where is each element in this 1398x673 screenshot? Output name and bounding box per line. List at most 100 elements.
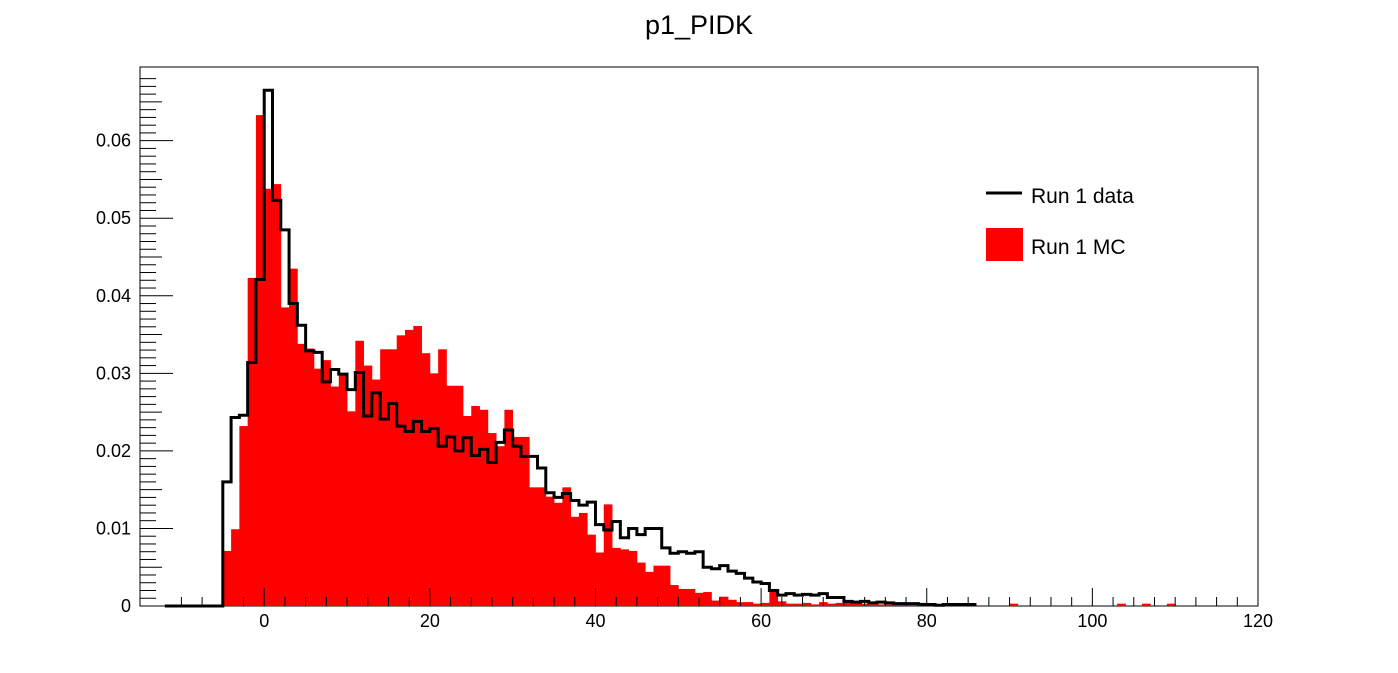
legend-mc-swatch [986,228,1023,261]
mc-bar [545,496,555,606]
x-tick-label: 60 [751,611,771,631]
mc-bar [752,603,762,606]
y-axis: 0 0.01 0.02 0.03 0.04 0.05 0.06 [96,78,173,616]
mc-bar [670,585,679,606]
mc-bar [785,603,795,606]
x-axis: 0 20 40 60 80 100 120 [180,588,1273,631]
mc-bar [347,411,356,606]
mc-bar [380,349,389,606]
mc-bar [421,353,431,606]
mc-bar [371,379,381,606]
mc-bar [338,373,348,606]
mc-bar [603,504,613,606]
mc-bar [769,590,779,606]
x-tick-label: 120 [1243,611,1273,631]
mc-bar [247,277,257,606]
mc-bar [1009,603,1019,606]
mc-bar [562,487,572,606]
mc-bar [446,385,456,606]
mc-bar [529,487,538,606]
mc-bar [727,599,737,606]
mc-bar [222,550,232,606]
mc-bar [454,385,464,606]
mc-bar [496,446,505,606]
y-tick-label: 0 [121,596,131,616]
legend-data-label: Run 1 data [1031,185,1134,208]
mc-bar [396,335,406,606]
mc-bar [827,603,837,606]
mc-bar [487,433,497,606]
mc-bar [405,329,414,606]
mc-bar [1117,603,1126,606]
data-histogram-step [164,88,977,608]
mc-bar [305,348,315,606]
mc-bar [330,386,340,606]
y-tick-label: 0.04 [96,286,131,306]
mc-bar [761,602,770,606]
mc-histogram-bars [222,115,1176,607]
mc-bar [322,360,331,606]
mc-bar [1166,603,1176,606]
mc-bar [587,534,596,606]
mc-bar [719,596,729,606]
data-step-line [164,88,977,608]
mc-bar [231,529,240,606]
mc-bar [264,188,273,606]
mc-bar [612,547,621,606]
mc-bar [744,602,754,606]
y-tick-label: 0.03 [96,363,131,383]
mc-bar [877,604,886,606]
legend-mc-label: Run 1 MC [1031,236,1126,259]
mc-bar [239,426,249,606]
mc-bar [280,307,290,606]
mc-bar [628,550,638,606]
mc-bar [686,588,696,606]
x-tick-label: 100 [1077,611,1107,631]
mc-bar [1142,603,1151,606]
mc-bar [355,340,364,606]
mc-bar [794,603,803,606]
mc-bar [843,602,853,606]
x-tick-label: 0 [259,611,269,631]
mc-bar [429,373,439,606]
mc-bar [255,115,265,606]
mc-bar [595,552,605,606]
mc-bar [537,487,547,606]
mc-bar [297,343,307,606]
mc-bar [678,588,687,606]
mc-bar [388,349,398,606]
mc-bar [885,604,895,606]
y-tick-label: 0.06 [96,131,131,151]
x-tick-label: 80 [917,611,937,631]
mc-bar [653,565,663,606]
mc-bar [868,604,878,606]
mc-bar [272,184,282,607]
mc-bar [810,604,820,606]
mc-bar [661,565,671,606]
mc-bar [438,349,447,606]
mc-bar [363,365,373,606]
mc-bar [520,436,530,606]
mc-bar [554,502,563,606]
mc-bar [802,602,812,606]
y-tick-label: 0.05 [96,208,131,228]
mc-bar [570,516,580,606]
mc-bar [645,571,654,606]
mc-bar [636,562,646,606]
y-tick-label: 0.02 [96,441,131,461]
mc-bar [711,600,721,606]
mc-bar [504,409,514,606]
x-tick-label: 20 [420,611,440,631]
chart-title: p1_PIDK [645,10,753,40]
legend: Run 1 data Run 1 MC [986,185,1134,261]
mc-bar [289,268,298,606]
mc-bar [703,592,712,606]
mc-bar [578,512,588,606]
mc-bar [471,405,480,606]
mc-bar [413,326,422,606]
mc-bar [852,602,861,606]
x-tick-label: 40 [585,611,605,631]
mc-bar [620,549,630,606]
mc-bar [835,602,845,606]
